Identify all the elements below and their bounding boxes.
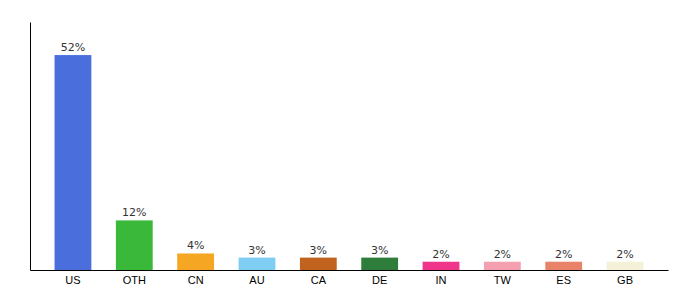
data-label: 3% <box>310 244 327 257</box>
bar <box>484 262 521 270</box>
data-label: 52% <box>61 41 85 54</box>
y-axis <box>30 23 31 271</box>
x-tick: OTH <box>123 274 146 286</box>
data-label: 3% <box>248 244 265 257</box>
x-tick: GB <box>617 274 633 286</box>
bar <box>239 258 276 270</box>
x-tick-label: OTH <box>123 274 146 286</box>
bar <box>300 258 337 270</box>
x-tick-label: IN <box>436 274 447 286</box>
data-label: 2% <box>494 248 511 261</box>
data-label: 2% <box>616 248 633 261</box>
bar <box>55 55 92 270</box>
x-tick-label: DE <box>372 274 387 286</box>
x-tick-label: ES <box>556 274 571 286</box>
plot: US OTH CN AU CA DE IN TW ES GB 52% 12% 4% 3% 3% 3% 2% 2% 2… <box>31 23 669 286</box>
bar <box>177 253 214 270</box>
y-axis-line <box>30 23 31 271</box>
bars <box>55 55 644 270</box>
bar <box>607 262 644 270</box>
data-labels: 52% 12% 4% 3% 3% 3% 2% 2% 2% 2% <box>61 41 634 261</box>
x-tick-label: CN <box>188 274 204 286</box>
x-tick-label: TW <box>494 274 512 286</box>
bar <box>545 262 582 270</box>
bar <box>361 258 398 270</box>
x-tick-label: CA <box>311 274 327 286</box>
bar <box>116 220 153 270</box>
data-label: 2% <box>555 248 572 261</box>
x-tick-label: GB <box>617 274 633 286</box>
x-tick-label: US <box>65 274 80 286</box>
x-tick: TW <box>494 274 512 286</box>
x-tick-label: AU <box>249 274 264 286</box>
x-tick: ES <box>556 274 571 286</box>
chart: US OTH CN AU CA DE IN TW ES GB 52% 12% 4% 3% 3% 3% 2% 2% 2… <box>0 0 680 300</box>
x-axis: US OTH CN AU CA DE IN TW ES GB <box>31 271 669 286</box>
x-tick: DE <box>372 274 387 286</box>
x-axis-line <box>31 270 669 271</box>
data-label: 3% <box>371 244 388 257</box>
bar <box>423 262 460 270</box>
x-tick: CN <box>188 274 204 286</box>
x-tick: US <box>65 274 80 286</box>
data-label: 12% <box>122 206 146 219</box>
x-tick: IN <box>436 274 447 286</box>
data-label: 2% <box>432 248 449 261</box>
data-label: 4% <box>187 239 204 252</box>
x-tick: AU <box>249 274 264 286</box>
x-tick: CA <box>311 274 327 286</box>
